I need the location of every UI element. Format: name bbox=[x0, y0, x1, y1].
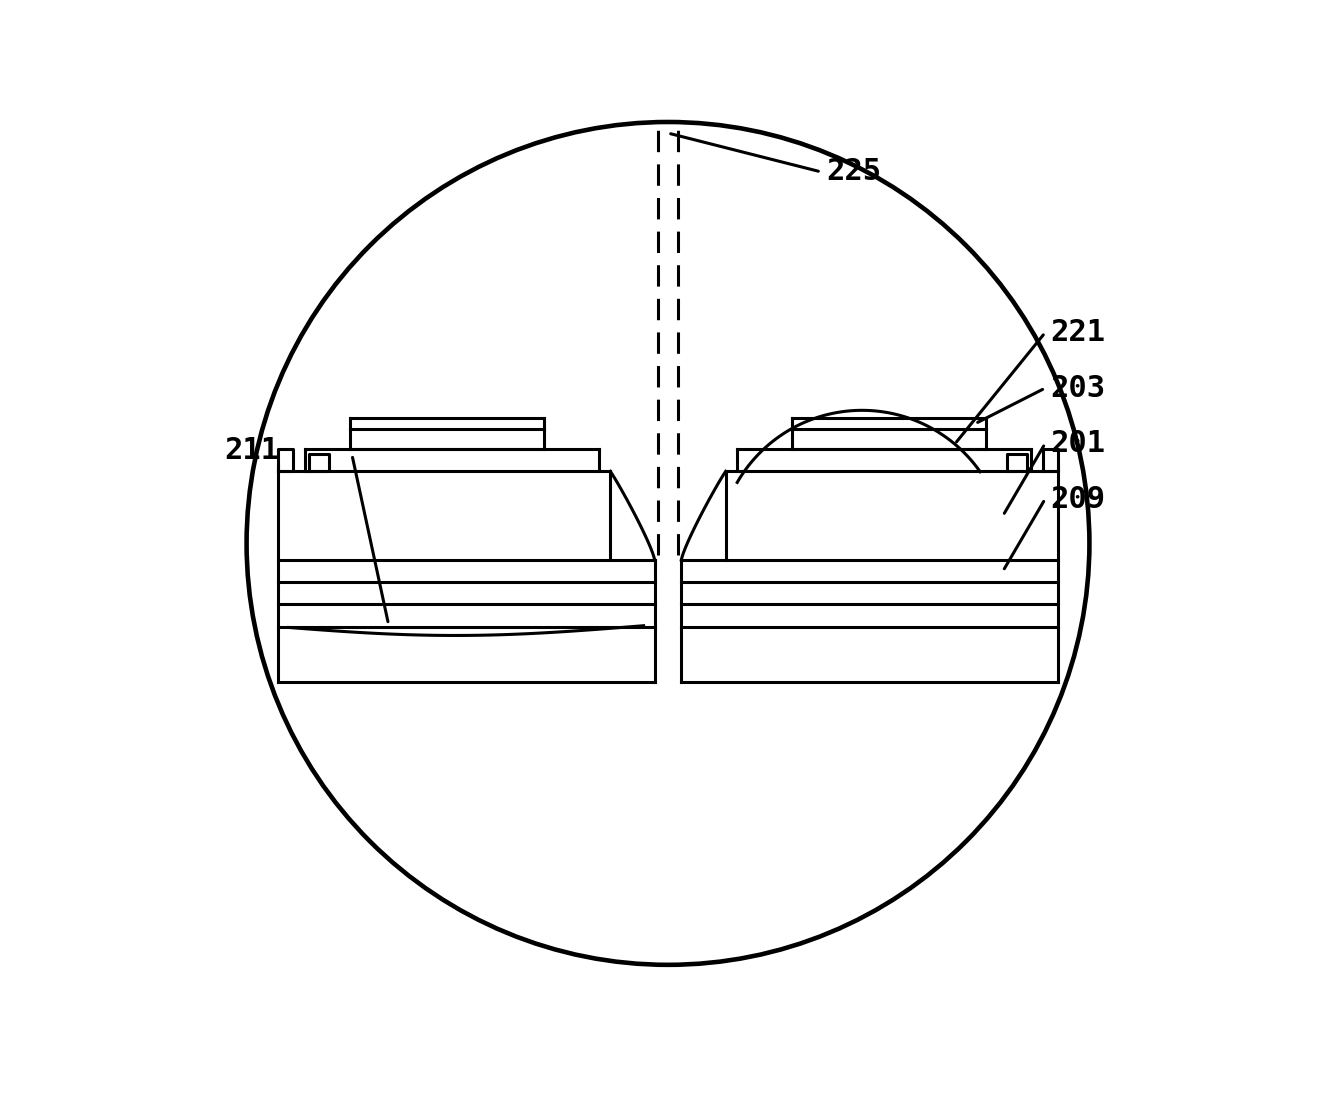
Text: 211: 211 bbox=[224, 436, 279, 465]
Text: 225: 225 bbox=[827, 157, 882, 186]
Text: 209: 209 bbox=[1050, 485, 1106, 513]
Text: 201: 201 bbox=[1050, 429, 1106, 458]
Text: 221: 221 bbox=[1050, 318, 1106, 347]
Text: 203: 203 bbox=[1050, 374, 1106, 403]
